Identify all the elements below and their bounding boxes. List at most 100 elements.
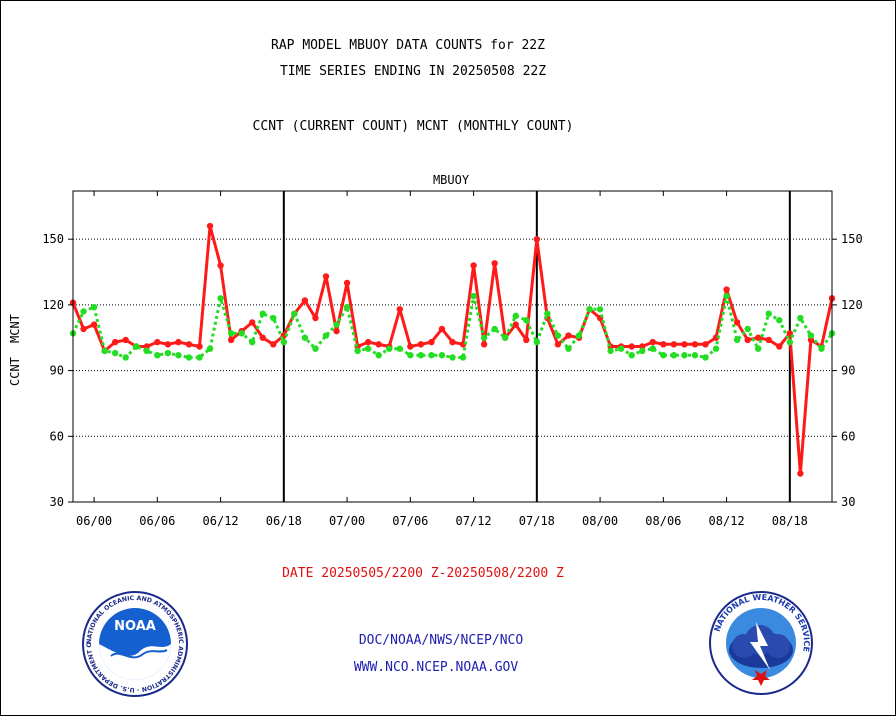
data-point-mcnt	[712, 345, 720, 352]
x-tick-label: 06/18	[266, 514, 302, 528]
panel-title: MBUOY	[433, 173, 470, 187]
y-axis-label-mcnt: MCNT	[8, 314, 22, 343]
data-point-mcnt	[312, 345, 319, 352]
data-point-mcnt	[238, 330, 245, 337]
data-point-ccnt	[217, 262, 224, 269]
data-point-mcnt	[565, 345, 572, 352]
axis-layer: 30 30 60 60 90 90 120 120 150 150 06/00 06/06 06/12 0…	[42, 191, 863, 528]
doc-noaa-link[interactable]: DOC/NOAA/NWS/NCEP/NCO	[358, 633, 524, 648]
chart-title-line2: TIME SERIES ENDING IN 20250508 22Z	[279, 64, 547, 79]
data-point-mcnt	[270, 314, 277, 322]
x-tick-label: 07/06	[392, 514, 428, 528]
data-point-mcnt	[364, 345, 372, 352]
data-point-ccnt	[639, 343, 646, 350]
data-point-ccnt	[797, 470, 804, 477]
data-point-ccnt	[259, 334, 266, 341]
data-point-ccnt	[512, 321, 519, 328]
x-tick-label: 08/18	[772, 514, 808, 528]
chart-title-line1: RAP MODEL MBUOY DATA COUNTS for 22Z	[271, 38, 545, 53]
data-point-mcnt	[681, 352, 688, 359]
data-point-mcnt	[175, 352, 182, 359]
data-point-mcnt	[544, 310, 551, 317]
y-axis-label-ccnt: CCNT	[8, 357, 22, 386]
data-point-ccnt	[154, 338, 161, 346]
x-tick-label: 06/06	[139, 514, 175, 528]
data-point-mcnt	[428, 352, 435, 359]
data-point-ccnt	[702, 341, 709, 348]
data-point-mcnt	[101, 347, 108, 355]
data-point-ccnt	[164, 341, 172, 348]
data-point-mcnt	[691, 352, 699, 359]
data-point-mcnt	[786, 338, 794, 346]
data-point-ccnt	[206, 222, 214, 230]
data-point-mcnt	[375, 352, 382, 359]
data-point-mcnt	[702, 354, 709, 361]
data-point-ccnt	[691, 341, 699, 348]
data-point-ccnt	[417, 341, 425, 348]
data-point-mcnt	[259, 310, 266, 317]
data-point-ccnt	[80, 325, 87, 333]
data-point-mcnt	[607, 347, 614, 355]
y-tick-label-right: 30	[841, 495, 855, 509]
data-point-ccnt	[227, 336, 235, 344]
data-point-mcnt	[733, 336, 741, 344]
data-point-mcnt	[807, 332, 815, 339]
noaa-logo-icon: NATIONAL OCEANIC AND ATMOSPHERIC ADMINIS…	[81, 590, 188, 697]
data-point-mcnt	[776, 317, 783, 324]
data-point-ccnt	[470, 262, 477, 269]
y-tick-label-left: 30	[50, 495, 64, 509]
data-point-mcnt	[438, 352, 446, 359]
series-layer	[69, 222, 836, 477]
data-point-mcnt	[533, 338, 541, 346]
data-point-mcnt	[723, 292, 730, 300]
data-point-mcnt	[196, 354, 203, 361]
data-point-ccnt	[249, 319, 256, 326]
data-point-mcnt	[217, 295, 224, 302]
data-point-mcnt	[407, 352, 414, 359]
data-point-mcnt	[386, 345, 393, 352]
data-point-mcnt	[575, 332, 583, 339]
data-point-ccnt	[765, 336, 772, 344]
data-point-mcnt	[206, 345, 214, 352]
data-point-ccnt	[364, 338, 372, 346]
data-point-ccnt	[270, 341, 277, 348]
data-point-mcnt	[512, 312, 519, 320]
y-tick-label-right: 90	[841, 364, 855, 378]
data-point-ccnt	[111, 338, 119, 346]
data-point-mcnt	[322, 332, 330, 339]
x-tick-label: 07/18	[519, 514, 555, 528]
data-point-ccnt	[428, 338, 435, 346]
data-point-ccnt	[480, 341, 488, 348]
data-point-ccnt	[343, 279, 351, 287]
data-point-ccnt	[122, 336, 129, 344]
data-point-mcnt	[396, 345, 403, 352]
data-point-mcnt	[111, 349, 119, 357]
data-point-ccnt	[649, 338, 656, 346]
data-point-mcnt	[628, 352, 635, 359]
nco-website-link[interactable]: WWW.NCO.NCEP.NOAA.GOV	[353, 660, 519, 675]
data-point-ccnt	[733, 319, 741, 326]
data-point-mcnt	[818, 345, 825, 352]
x-tick-label: 08/12	[709, 514, 745, 528]
data-point-mcnt	[143, 347, 150, 355]
data-point-ccnt	[407, 343, 414, 350]
data-point-ccnt	[670, 341, 678, 348]
x-tick-label: 07/00	[329, 514, 365, 528]
data-point-mcnt	[523, 317, 530, 324]
y-tick-label-right: 150	[841, 232, 863, 246]
data-point-mcnt	[280, 338, 288, 346]
data-point-mcnt	[502, 334, 509, 341]
data-point-ccnt	[628, 343, 635, 350]
data-point-mcnt	[596, 306, 604, 313]
x-tick-label: 06/12	[203, 514, 239, 528]
date-range-label: DATE 20250505/2200 Z-20250508/2200 Z	[282, 566, 564, 581]
data-point-ccnt	[776, 343, 783, 350]
y-tick-label-left: 150	[42, 232, 64, 246]
data-point-ccnt	[396, 306, 403, 313]
data-point-mcnt	[586, 306, 593, 313]
data-point-mcnt	[154, 352, 161, 359]
x-tick-label: 08/06	[645, 514, 681, 528]
data-point-mcnt	[80, 308, 87, 315]
data-point-mcnt	[797, 314, 804, 322]
